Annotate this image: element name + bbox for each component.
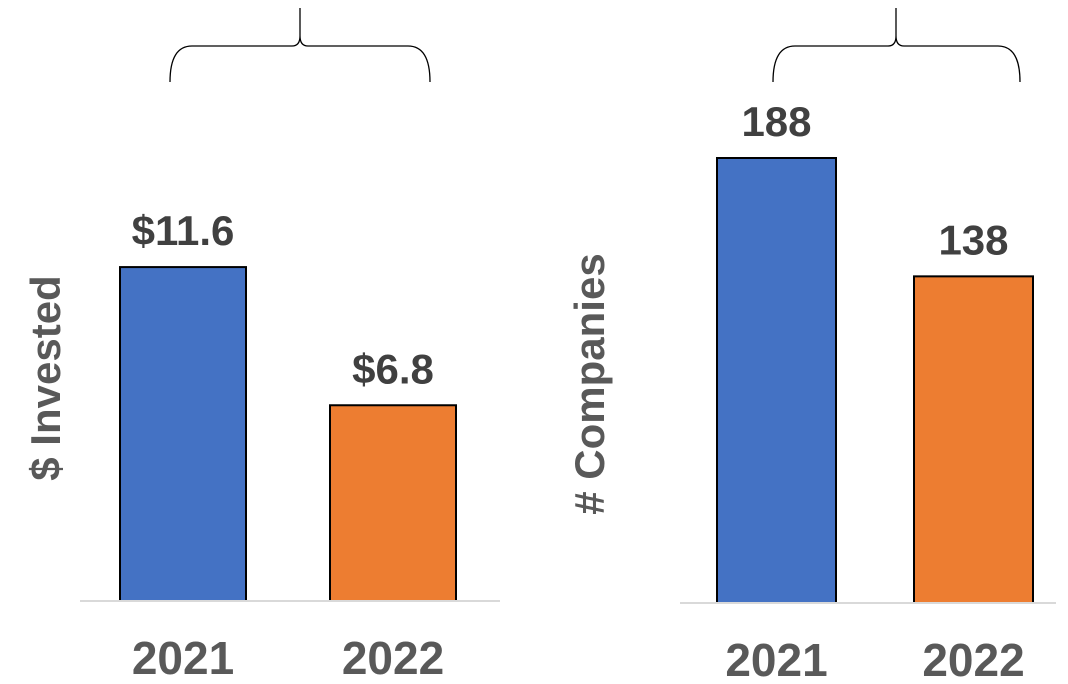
bar-2022 [329, 404, 457, 602]
y-axis-label: # Companies [566, 253, 613, 514]
data-label: 138 [938, 216, 1008, 263]
x-tick-label: 2021 [132, 632, 234, 679]
x-tick-label: 2022 [342, 632, 444, 679]
data-label: $6.8 [352, 345, 434, 392]
data-label: 188 [741, 98, 811, 145]
y-axis-label: $ Invested [22, 275, 69, 480]
bar-2021 [119, 266, 247, 602]
x-tick-label: 2021 [725, 634, 827, 679]
bar-2022 [913, 275, 1034, 604]
bracket-annotation [772, 8, 1021, 83]
data-label: $11.6 [132, 207, 235, 254]
bar-2021 [716, 157, 837, 604]
x-tick-label: 2022 [922, 634, 1024, 679]
bracket-annotation [169, 8, 431, 83]
